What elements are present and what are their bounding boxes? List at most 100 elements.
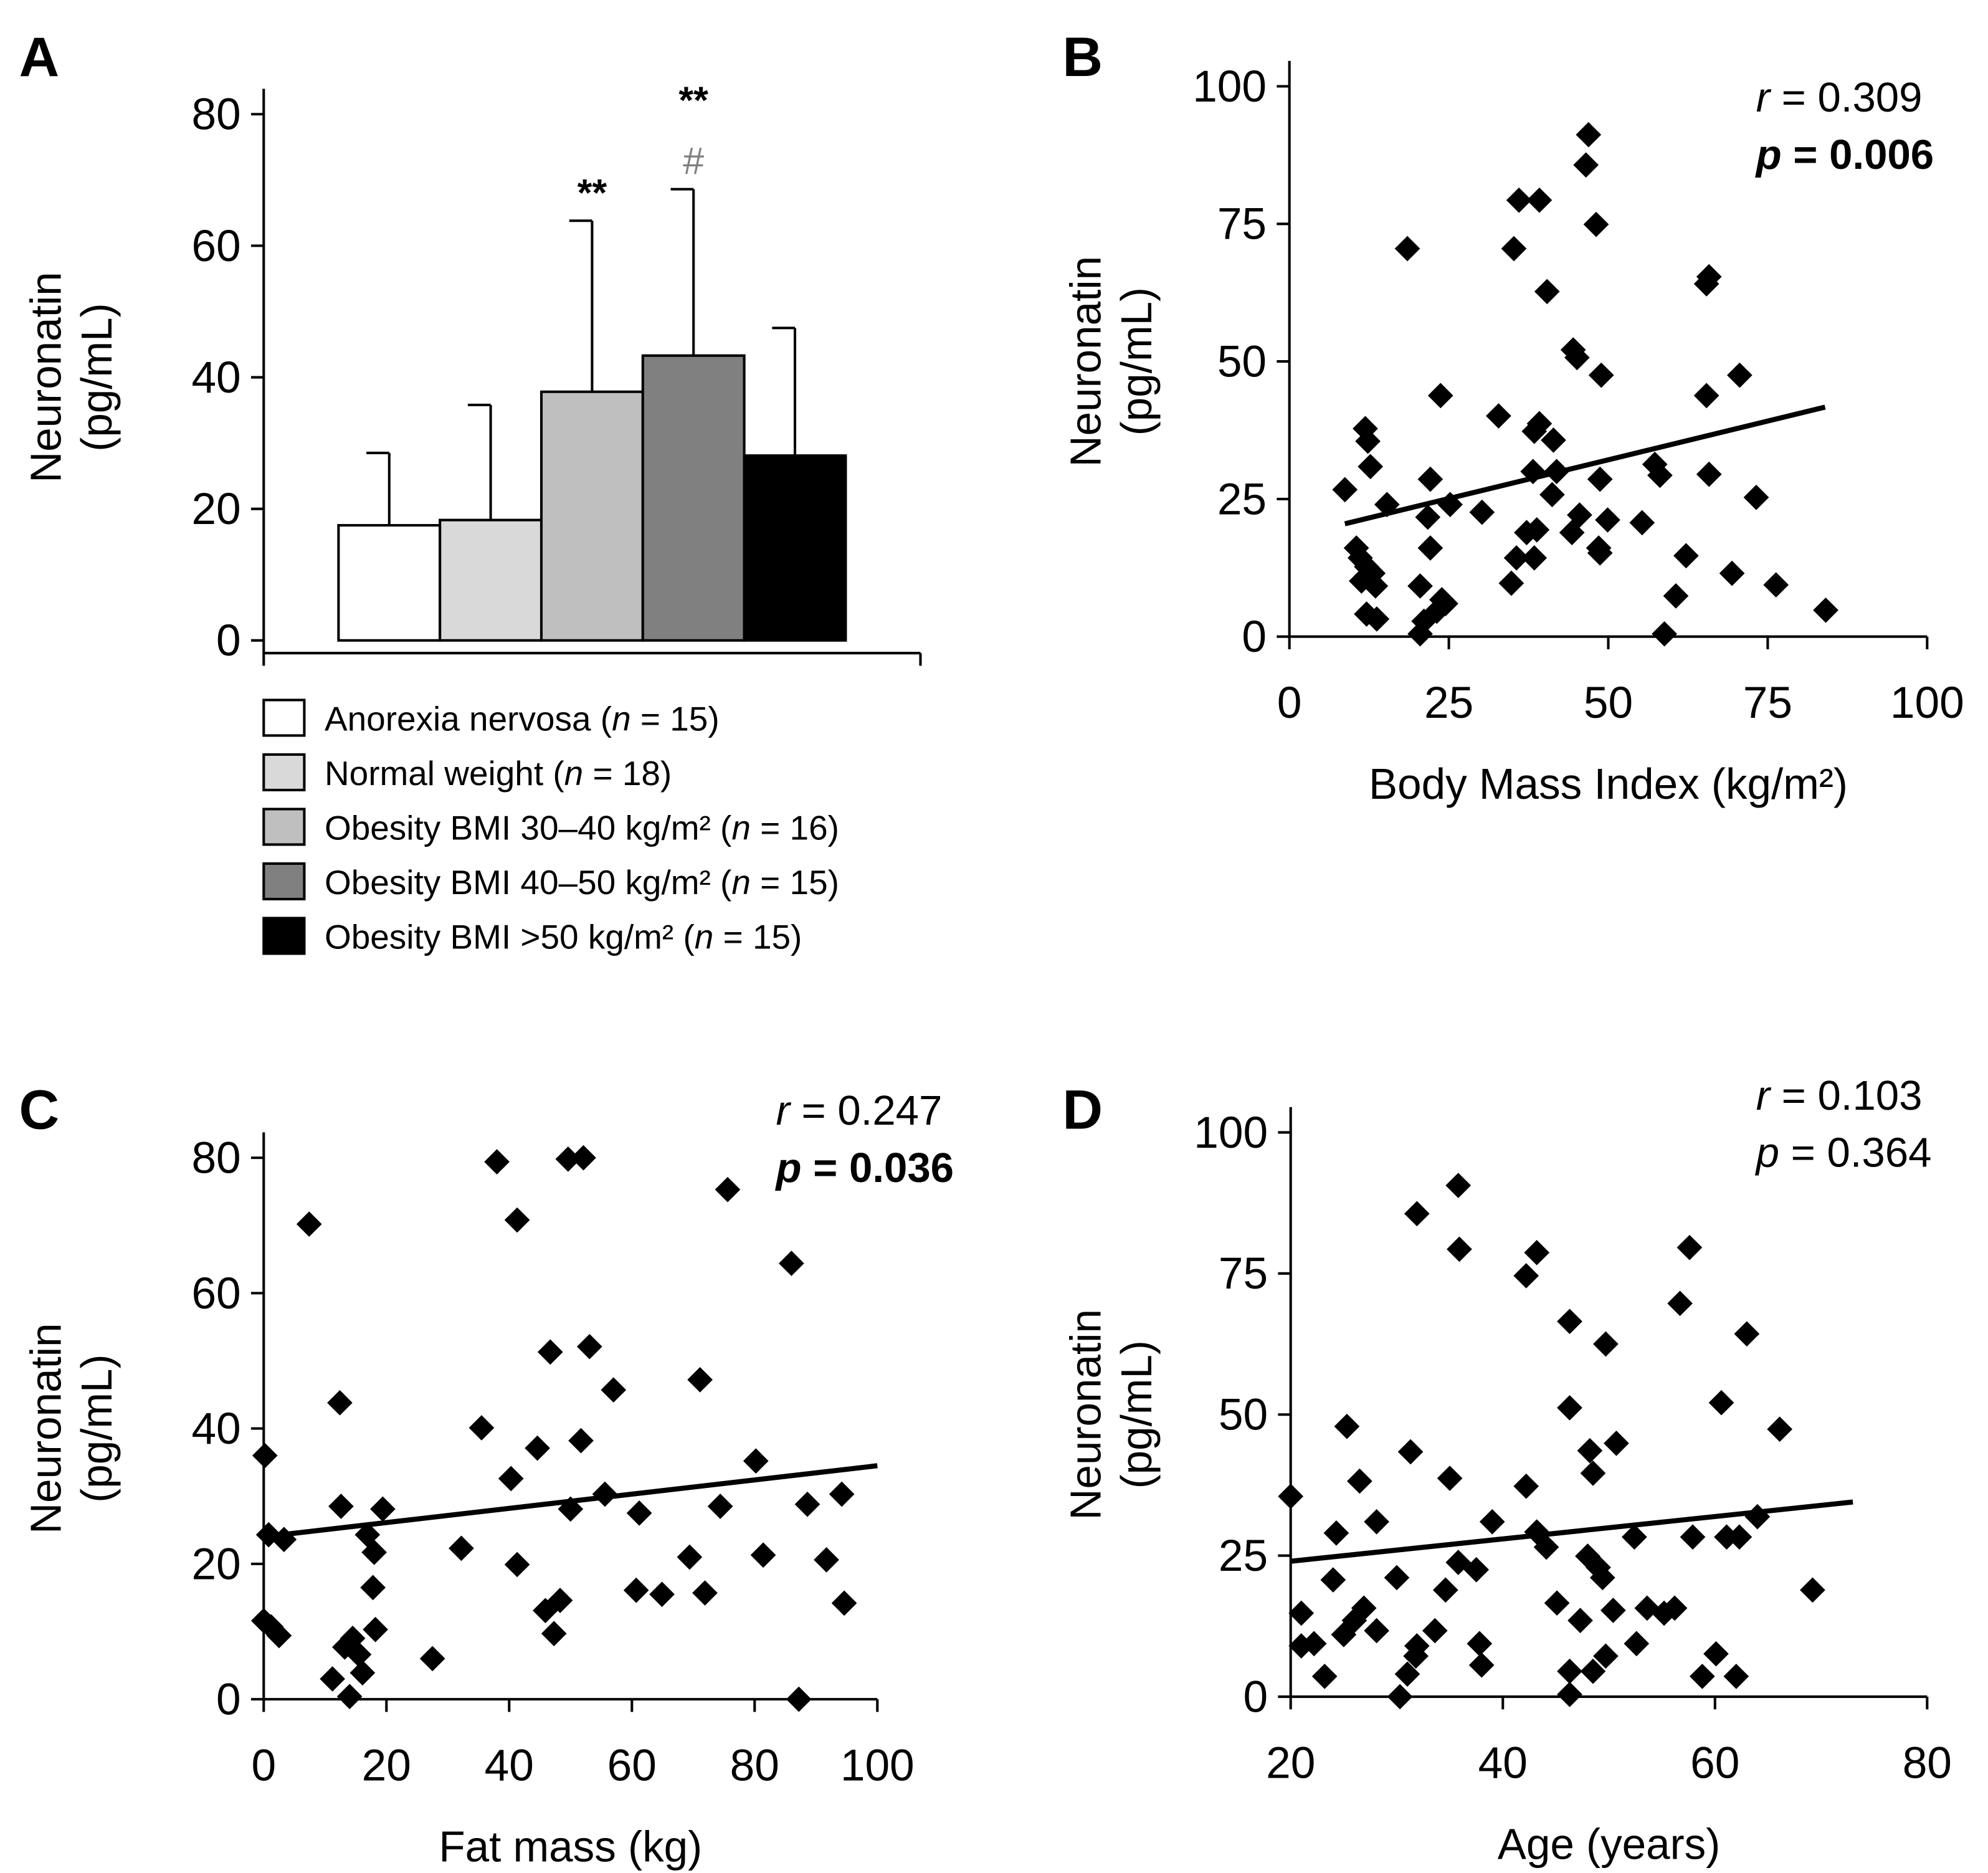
data-point [1394, 236, 1420, 262]
data-point [1467, 1631, 1493, 1657]
data-point [1744, 1504, 1771, 1530]
data-point [1573, 152, 1599, 178]
legend-label: Obesity BMI 30–40 kg/m² (n = 16) [325, 808, 839, 847]
data-point [829, 1481, 855, 1507]
panel-A-y-tick-label: 40 [191, 353, 240, 403]
data-point [468, 1415, 495, 1441]
data-point [350, 1660, 376, 1686]
panel-B-x-tick-label: 0 [1277, 679, 1302, 728]
p-value: p = 0.006 [1755, 131, 1934, 178]
panel-B-y-label: Neuronatin [1061, 256, 1110, 467]
data-point [1351, 1595, 1377, 1621]
data-point [1311, 1664, 1338, 1689]
data-point [1384, 1565, 1410, 1591]
data-point [1363, 573, 1389, 599]
panel-C-x-tick-label: 20 [362, 1741, 411, 1790]
r-value: r = 0.247 [776, 1087, 942, 1134]
data-point [1347, 1468, 1372, 1494]
data-point [1600, 1598, 1626, 1623]
legend-label: Obesity BMI 40–50 kg/m² (n = 15) [325, 863, 839, 902]
data-point [786, 1686, 812, 1712]
data-point [568, 1427, 594, 1454]
data-point [1557, 1682, 1582, 1707]
bar-2 [540, 390, 644, 642]
significance-marker: ** [678, 79, 708, 121]
data-point [547, 1588, 573, 1613]
data-point [1407, 573, 1433, 599]
data-point [1469, 499, 1495, 525]
panel-C-x-tick-label: 80 [730, 1741, 779, 1790]
panel-B-y-label-units: (pg/mL) [1112, 287, 1161, 436]
data-point [360, 1575, 386, 1601]
panel-D-y-tick-label: 0 [1243, 1672, 1268, 1722]
data-point [1526, 187, 1553, 213]
data-point [1433, 591, 1458, 617]
data-point [541, 1621, 567, 1647]
data-point [1417, 535, 1443, 561]
trendline [263, 1463, 878, 1540]
data-point [1358, 454, 1384, 480]
data-point [1629, 510, 1655, 536]
data-point [1513, 1473, 1539, 1499]
data-point [1580, 1658, 1606, 1684]
data-point [1404, 1201, 1430, 1227]
data-point [1696, 461, 1722, 487]
r-value: r = 0.309 [1756, 74, 1923, 121]
r-value: r = 0.103 [1756, 1072, 1923, 1119]
panel-C-x-tick-label: 60 [607, 1741, 657, 1790]
data-point [1323, 1520, 1349, 1546]
data-point [1422, 1618, 1448, 1644]
data-point [537, 1339, 563, 1365]
panel-A-y-label-units: (pg/mL) [72, 303, 121, 451]
panel-D-y-tick-label: 100 [1194, 1108, 1268, 1158]
data-point [1557, 1308, 1582, 1335]
data-point [1734, 1321, 1760, 1347]
panel-C-x-tick-label: 40 [485, 1741, 534, 1790]
data-point [1673, 543, 1699, 569]
p-value: p = 0.364 [1755, 1129, 1932, 1176]
data-point [1593, 1331, 1619, 1357]
trendline [1344, 404, 1826, 527]
panel-C-y-tick-label: 60 [191, 1269, 240, 1318]
bar-4 [743, 454, 847, 642]
panel-D-x-tick-label: 40 [1478, 1738, 1528, 1788]
panel-A-y-tick-label: 20 [191, 485, 240, 534]
data-point [1557, 1395, 1582, 1421]
panel-A-y-tick-label: 80 [191, 90, 240, 140]
data-point [1432, 1577, 1458, 1603]
data-point [363, 1616, 388, 1642]
legend-swatch [262, 808, 306, 846]
data-point [525, 1435, 550, 1461]
panel-C-y-tick-label: 80 [191, 1134, 240, 1183]
data-point [715, 1176, 741, 1203]
data-point [687, 1367, 713, 1393]
data-point [252, 1442, 278, 1469]
data-point [1667, 1290, 1693, 1317]
data-point [779, 1251, 804, 1276]
panel-A-y-tick-label: 0 [216, 616, 241, 665]
legend-label: Anorexia nervosa (n = 15) [325, 699, 720, 738]
significance-marker: # [683, 140, 704, 182]
legend-swatch [262, 917, 306, 955]
panel-A-y-tick-label: 60 [191, 222, 240, 271]
data-point [1564, 345, 1590, 371]
data-point [484, 1149, 510, 1175]
bar-3 [641, 354, 746, 642]
panel-A-y-label: Neuronatin [22, 272, 70, 482]
data-point [346, 1642, 372, 1667]
data-point [1587, 466, 1613, 492]
data-point [370, 1496, 396, 1522]
panel-C-x-tick-label: 0 [251, 1741, 276, 1790]
data-point [336, 1684, 363, 1710]
data-point [266, 1623, 292, 1649]
data-point [601, 1377, 627, 1403]
data-point [623, 1577, 649, 1603]
data-point [1541, 427, 1566, 453]
data-point [1719, 560, 1745, 586]
data-point [1652, 621, 1677, 647]
data-point [707, 1494, 733, 1519]
data-point [1743, 484, 1769, 510]
p-value: p = 0.036 [774, 1145, 954, 1191]
panel-C-y-tick-label: 40 [191, 1404, 240, 1454]
